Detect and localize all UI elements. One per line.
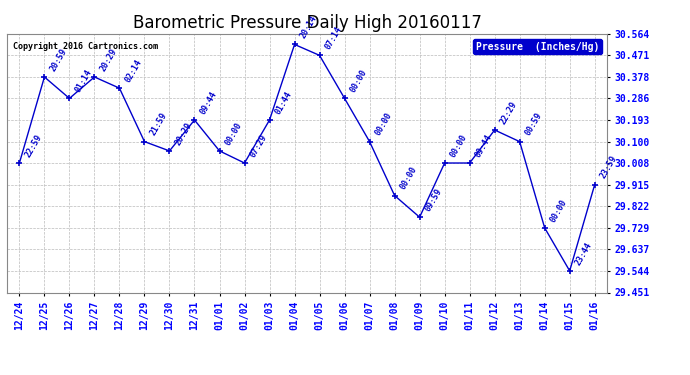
Title: Barometric Pressure Daily High 20160117: Barometric Pressure Daily High 20160117 [132, 14, 482, 32]
Text: 07:29: 07:29 [248, 133, 269, 159]
Legend: Pressure  (Inches/Hg): Pressure (Inches/Hg) [473, 39, 602, 54]
Text: 23:44: 23:44 [574, 240, 594, 267]
Text: 00:00: 00:00 [549, 198, 569, 224]
Text: 02:14: 02:14 [124, 58, 144, 84]
Text: 00:00: 00:00 [374, 111, 394, 138]
Text: 01:14: 01:14 [74, 68, 94, 94]
Text: 00:00: 00:00 [348, 68, 369, 94]
Text: 22:59: 22:59 [23, 133, 44, 159]
Text: 20:59: 20:59 [48, 46, 69, 73]
Text: Copyright 2016 Cartronics.com: Copyright 2016 Cartronics.com [13, 42, 158, 51]
Text: 01:44: 01:44 [274, 90, 294, 116]
Text: 21:59: 21:59 [148, 111, 169, 138]
Text: 00:59: 00:59 [524, 111, 544, 138]
Text: 09:59: 09:59 [424, 187, 444, 213]
Text: 09:44: 09:44 [199, 90, 219, 116]
Text: 20:29: 20:29 [174, 121, 194, 147]
Text: 23:59: 23:59 [599, 154, 619, 180]
Text: 20:29: 20:29 [99, 46, 119, 73]
Text: 00:00: 00:00 [224, 121, 244, 147]
Text: 00:00: 00:00 [399, 165, 419, 191]
Text: 09:44: 09:44 [474, 133, 494, 159]
Text: 00:00: 00:00 [448, 133, 469, 159]
Text: 20:14: 20:14 [299, 14, 319, 40]
Text: 07:14: 07:14 [324, 25, 344, 51]
Text: 22:29: 22:29 [499, 100, 519, 126]
